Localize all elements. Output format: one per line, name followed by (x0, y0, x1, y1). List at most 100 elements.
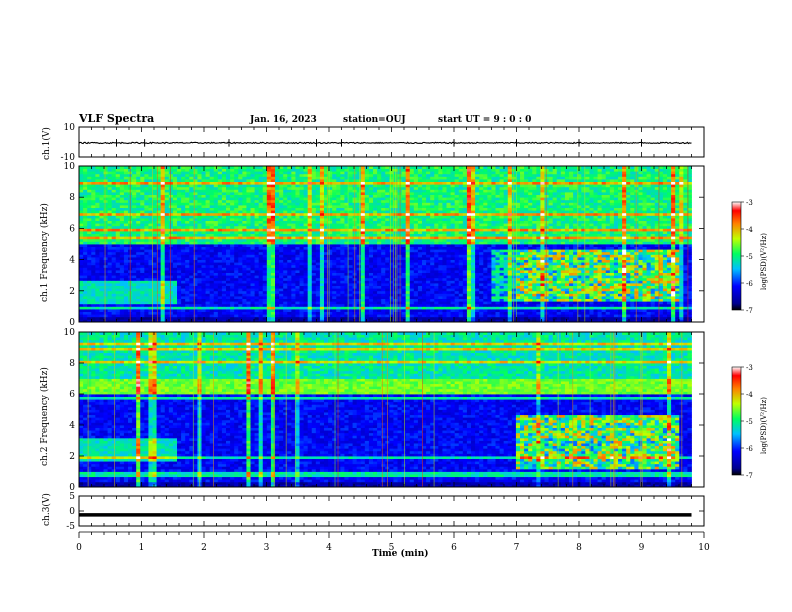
spectrogram-cell (598, 254, 602, 257)
spectrogram-cell (189, 265, 193, 268)
spectrogram-cell (161, 260, 165, 263)
spectrogram-cell (365, 301, 369, 304)
spectrogram-cell (626, 249, 630, 252)
spectrogram-cell (618, 304, 622, 307)
spectrogram-cell (455, 314, 459, 317)
spectrogram-cell (316, 254, 320, 257)
spectrogram-cell (287, 273, 291, 276)
spectrogram-cell (340, 273, 344, 276)
spectrogram-cell (377, 257, 381, 260)
spectrogram-cell (683, 252, 687, 255)
spectrogram-cell (251, 273, 255, 276)
spectrogram-cell (553, 247, 557, 250)
spectrogram-cell (206, 317, 210, 320)
spectrogram-cell (647, 267, 651, 270)
spectrogram-cell (132, 280, 136, 283)
spectrogram-cell (430, 301, 434, 304)
spectrogram-cell (287, 312, 291, 315)
spectrogram-cell (410, 286, 414, 289)
spectrogram-cell (569, 314, 573, 317)
spectrogram-cell (381, 241, 385, 244)
spectrogram-cell (504, 314, 508, 317)
spectrogram-cell (320, 254, 324, 257)
spectrogram-cell (153, 309, 157, 312)
spectrogram-cell (304, 244, 308, 247)
spectrogram-cell (406, 249, 410, 252)
spectrogram-cell (638, 260, 642, 263)
spectrogram-cell (479, 280, 483, 283)
spectrogram-cell (369, 309, 373, 312)
spectrogram-cell (508, 291, 512, 294)
spectrogram-cell (565, 254, 569, 257)
spectrogram-cell (136, 286, 140, 289)
spectrogram-cell (300, 249, 304, 252)
spectrogram-cell (340, 288, 344, 291)
spectrogram-cell (508, 262, 512, 265)
spectrogram-cell (104, 293, 108, 296)
spectrogram-cell (638, 265, 642, 268)
spectrogram-cell (659, 267, 663, 270)
spectrogram-cell (238, 299, 242, 302)
spectrogram-cell (451, 301, 455, 304)
spectrogram-cell (161, 270, 165, 273)
spectrogram-cell (679, 312, 683, 315)
spectrogram-cell (618, 270, 622, 273)
spectrogram-cell (177, 283, 181, 286)
spectrogram-cell (95, 291, 99, 294)
spectrogram-cell (308, 291, 312, 294)
spectrogram-cell (230, 293, 234, 296)
spectrogram-cell (234, 283, 238, 286)
spectrogram-cell (667, 304, 671, 307)
spectrogram-cell (153, 244, 157, 247)
spectrogram-cell (242, 260, 246, 263)
spectrogram-cell (365, 278, 369, 281)
spectrogram-cell (132, 301, 136, 304)
spectrogram-cell (504, 299, 508, 302)
spectrogram-cell (377, 296, 381, 299)
spectrogram-cell (242, 304, 246, 307)
spectrogram-cell (487, 260, 491, 263)
spectrogram-cell (287, 265, 291, 268)
spectrogram-cell (524, 254, 528, 257)
spectrogram-cell (259, 244, 263, 247)
spectrogram-cell (520, 317, 524, 320)
spectrogram-cell (140, 262, 144, 265)
spectrogram-cell (610, 252, 614, 255)
spectrogram-cell (218, 267, 222, 270)
spectrogram-cell (585, 288, 589, 291)
spectrogram-cell (671, 241, 675, 244)
spectrogram-cell (426, 306, 430, 309)
spectrogram-cell (553, 273, 557, 276)
spectrogram-cell (136, 309, 140, 312)
spectrogram-cell (557, 239, 561, 242)
spectrogram-cell (210, 299, 214, 302)
spectrogram-cell (573, 260, 577, 263)
spectrogram-cell (136, 270, 140, 273)
spectrogram-cell (540, 314, 544, 317)
spectrogram-cell (95, 280, 99, 283)
spectrogram-cell (671, 247, 675, 250)
spectrogram-cell (112, 239, 116, 242)
spectrogram-cell (618, 275, 622, 278)
spectrogram-cell (197, 249, 201, 252)
spectrogram-cell (336, 283, 340, 286)
spectrogram-cell (483, 304, 487, 307)
spectrogram-cell (442, 288, 446, 291)
spectrogram-cell (279, 247, 283, 250)
spectrogram-cell (496, 265, 500, 268)
spectrogram-cell (496, 283, 500, 286)
spectrogram-cell (573, 296, 577, 299)
spectrogram-cell (549, 239, 553, 242)
spectrogram-cell (626, 236, 630, 239)
spectrogram-cell (357, 241, 361, 244)
spectrogram-cell (336, 286, 340, 289)
spectrogram-cell (357, 273, 361, 276)
spectrogram-cell (434, 304, 438, 307)
spectrogram-cell (369, 257, 373, 260)
spectrogram-cell (438, 249, 442, 252)
spectrogram-cell (442, 249, 446, 252)
spectrogram-cell (181, 309, 185, 312)
spectrogram-cell (332, 239, 336, 242)
spectrogram-cell (622, 286, 626, 289)
spectrogram-cell (626, 291, 630, 294)
